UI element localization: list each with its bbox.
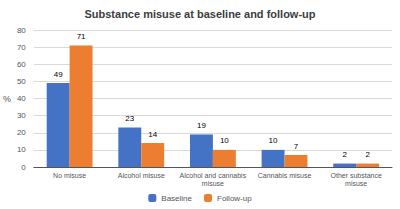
svg-text:Alcohol and cannabis: Alcohol and cannabis: [180, 172, 247, 179]
svg-text:7: 7: [294, 142, 299, 151]
svg-text:Cannabis misuse: Cannabis misuse: [258, 172, 312, 179]
svg-text:misuse: misuse: [202, 180, 224, 187]
svg-text:30: 30: [17, 111, 26, 120]
svg-text:2: 2: [342, 150, 347, 159]
svg-text:60: 60: [17, 60, 26, 69]
svg-text:50: 50: [17, 77, 26, 86]
svg-text:No misuse: No misuse: [53, 172, 86, 179]
svg-text:10: 10: [17, 145, 26, 154]
svg-text:Alcohol misuse: Alcohol misuse: [118, 172, 165, 179]
svg-text:10: 10: [220, 136, 229, 145]
svg-text:0: 0: [21, 163, 26, 172]
svg-text:70: 70: [17, 43, 26, 52]
svg-text:20: 20: [17, 128, 26, 137]
svg-text:80: 80: [17, 26, 26, 35]
svg-text:19: 19: [197, 121, 206, 130]
svg-text:23: 23: [125, 114, 134, 123]
svg-text:%: %: [3, 94, 11, 104]
svg-text:10: 10: [269, 136, 278, 145]
svg-text:2: 2: [365, 150, 370, 159]
svg-text:49: 49: [54, 70, 63, 79]
svg-text:14: 14: [148, 130, 157, 139]
svg-text:misuse: misuse: [345, 180, 367, 187]
svg-text:Baseline: Baseline: [161, 194, 192, 203]
svg-text:71: 71: [77, 32, 86, 41]
svg-text:40: 40: [17, 94, 26, 103]
svg-text:Follow-up: Follow-up: [217, 194, 252, 203]
svg-text:Other substance: Other substance: [330, 172, 381, 179]
svg-text:Substance misuse at baseline a: Substance misuse at baseline and follow-…: [84, 8, 315, 20]
